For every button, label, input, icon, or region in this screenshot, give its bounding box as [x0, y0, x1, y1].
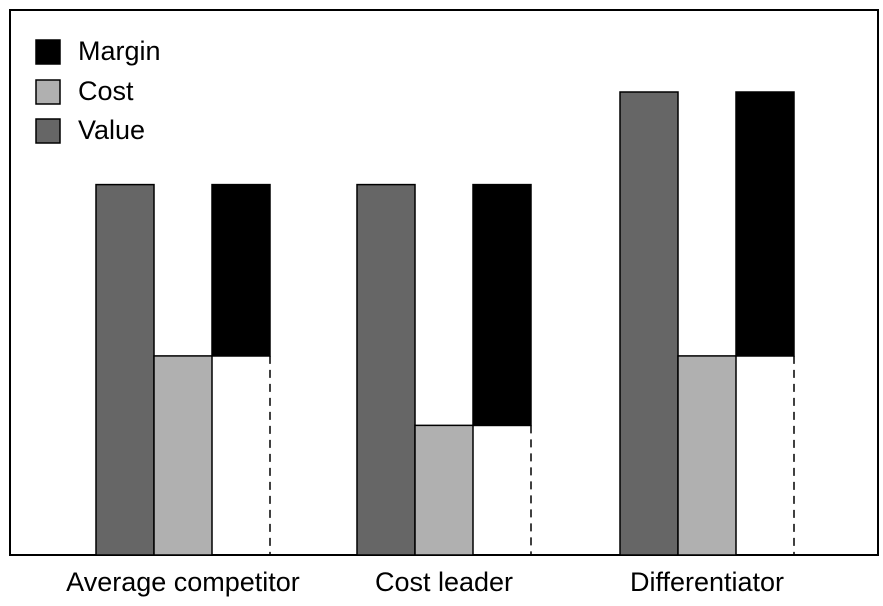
- legend: Margin Cost Value: [35, 36, 161, 145]
- legend-swatch-cost: [35, 79, 61, 105]
- x-tick-label-average-competitor: Average competitor: [66, 567, 300, 597]
- bar-value-differentiator: [619, 91, 679, 556]
- x-axis-labels: Average competitor Cost leader Different…: [66, 567, 784, 597]
- bar-value-cost-leader: [356, 183, 416, 556]
- bar-value-average-competitor: [95, 183, 155, 556]
- legend-label-margin: Margin: [78, 36, 161, 66]
- legend-label-value: Value: [78, 115, 145, 145]
- bars-layer: [95, 91, 795, 556]
- bar-cost-cost-leader: [414, 424, 474, 556]
- bar-cost-average-competitor: [153, 355, 213, 556]
- bar-margin-differentiator: [735, 91, 795, 357]
- bar-margin-cost-leader: [472, 183, 532, 427]
- bar-cost-differentiator: [677, 355, 737, 556]
- bar-margin-average-competitor: [211, 183, 271, 357]
- legend-label-cost: Cost: [78, 76, 134, 106]
- legend-swatch-margin: [35, 39, 61, 65]
- x-tick-label-differentiator: Differentiator: [630, 567, 784, 597]
- legend-swatch-value: [35, 118, 61, 144]
- x-tick-label-cost-leader: Cost leader: [375, 567, 513, 597]
